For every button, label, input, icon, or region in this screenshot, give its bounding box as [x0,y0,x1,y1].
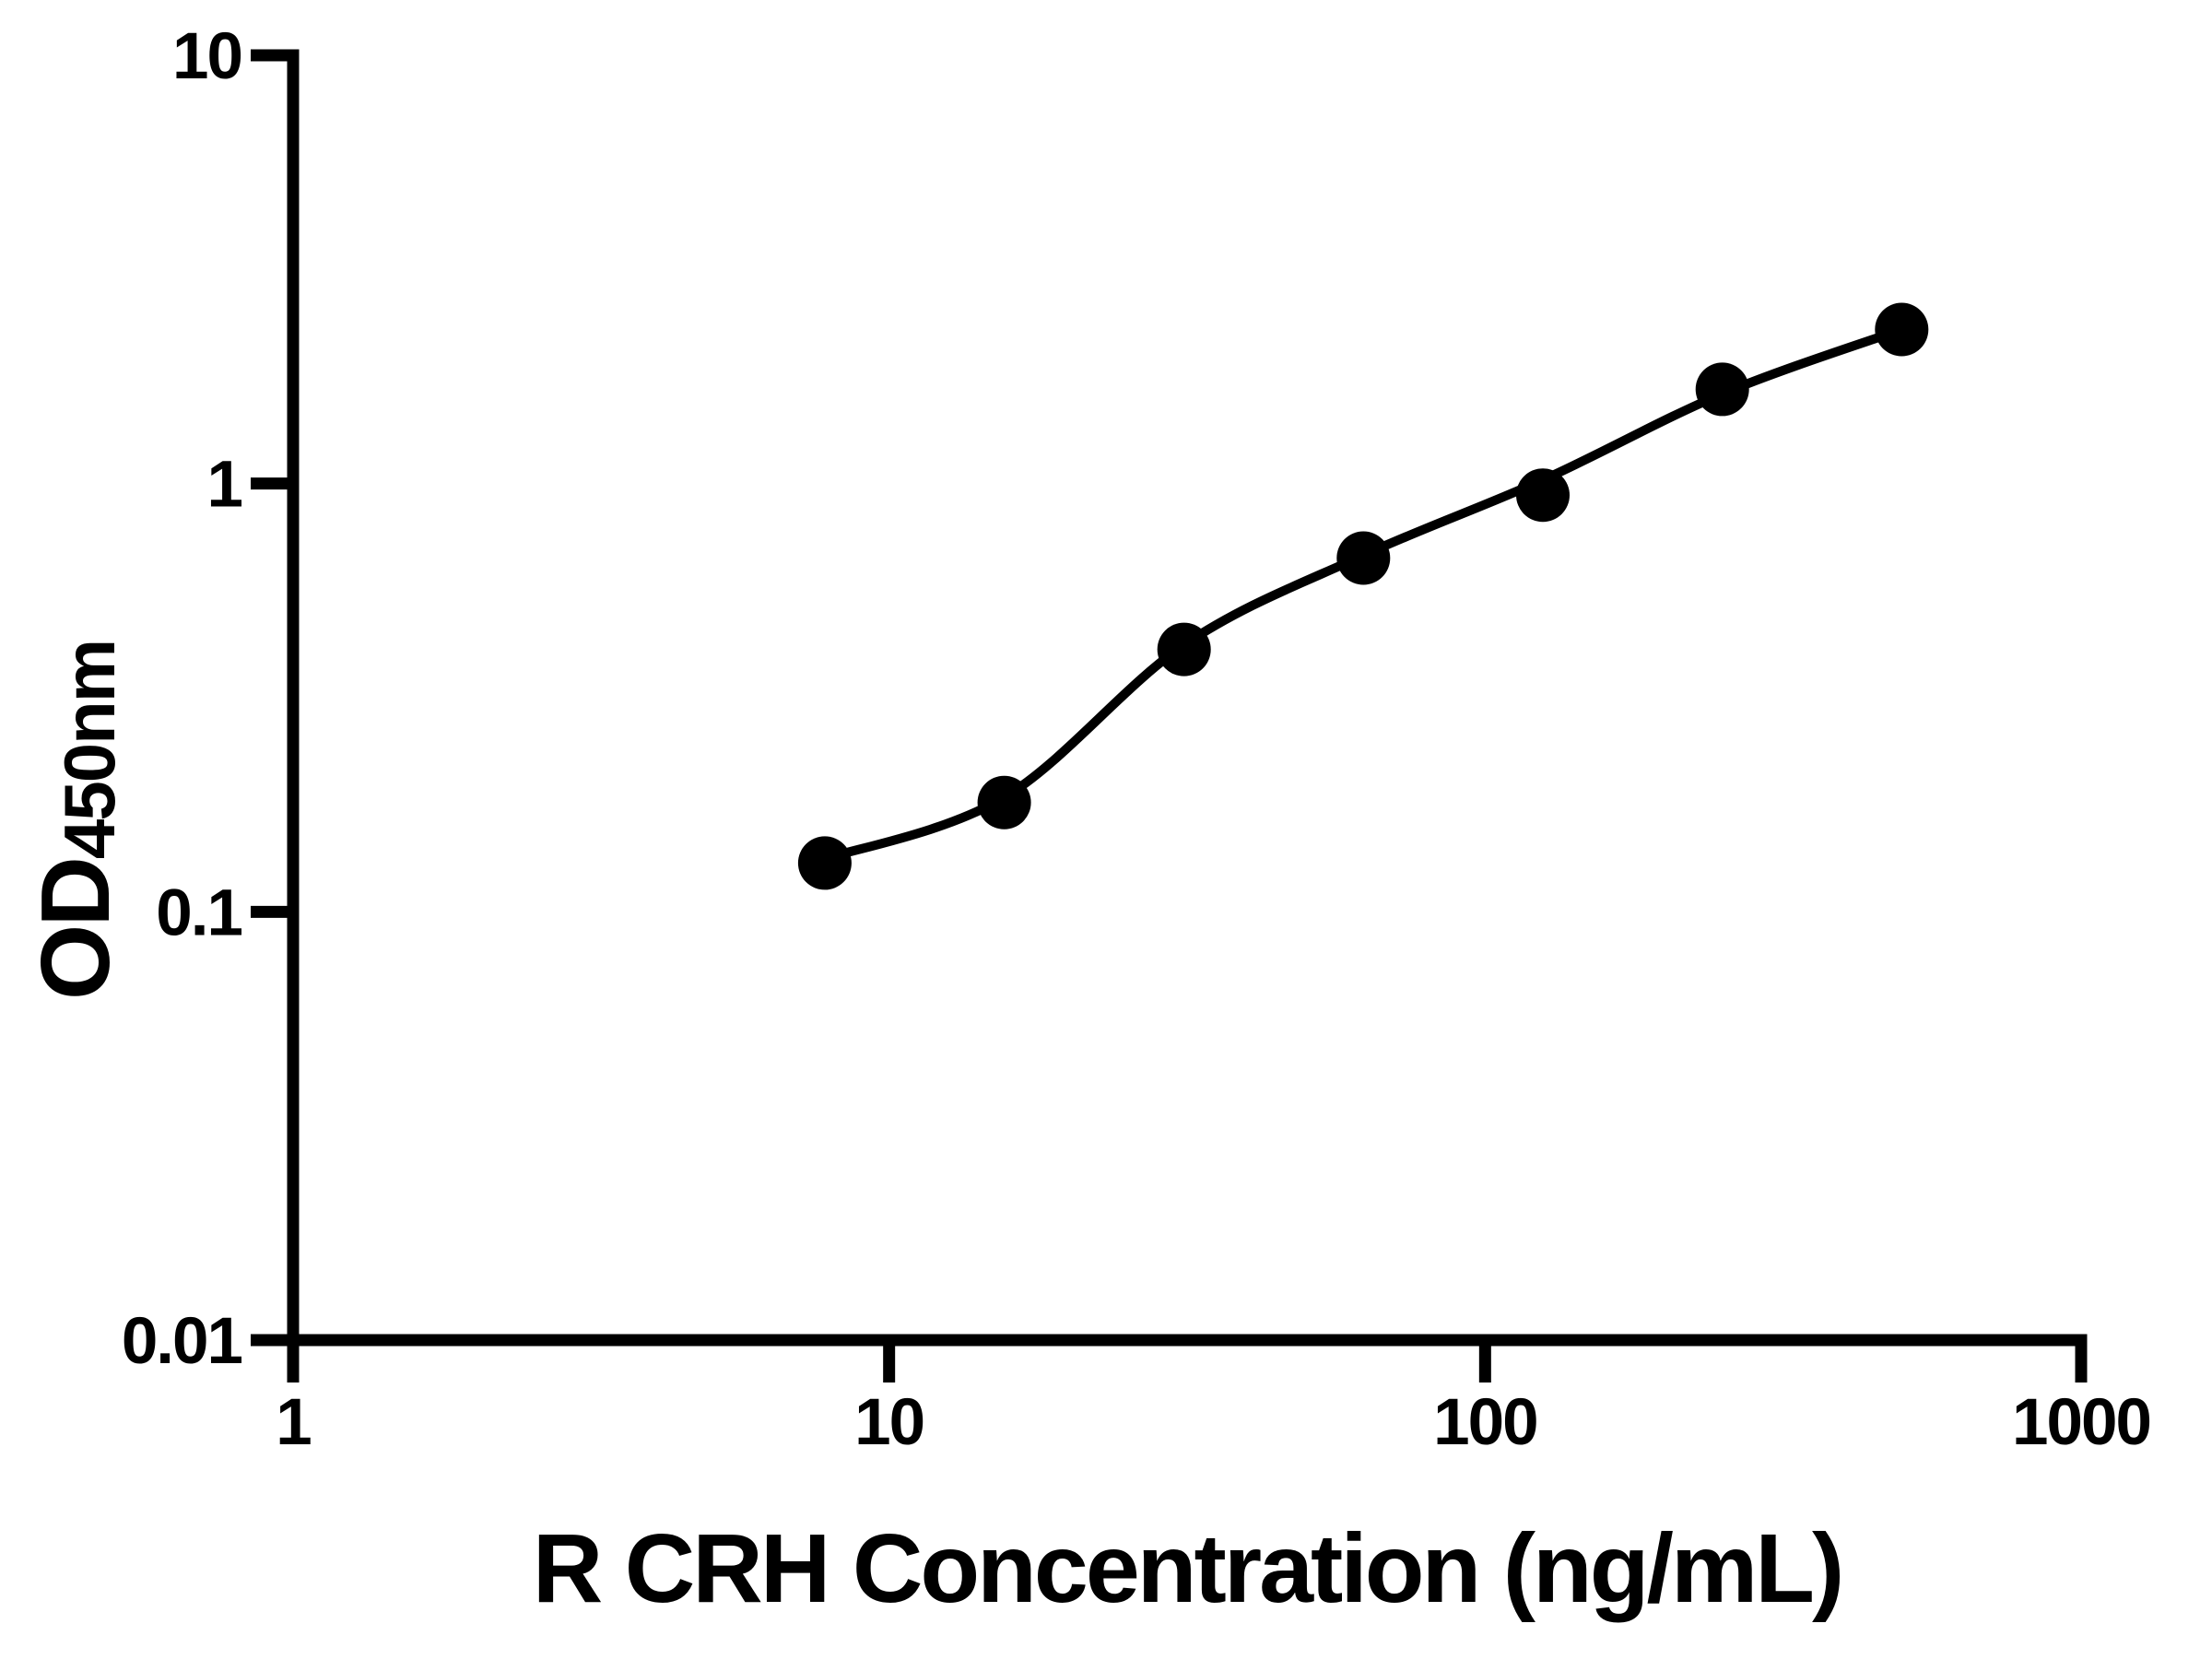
axes [251,49,2088,1382]
data-point [797,836,852,890]
x-axis-title: R CRH Concentration (ng/mL) [533,1514,1842,1623]
x-tick-label: 100 [1433,1386,1536,1459]
y-axis-title-subscript: 450nm [49,641,130,859]
data-point [1336,531,1391,585]
x-tick-label: 1 [276,1386,311,1459]
y-axis-title-main: OD [21,859,130,1000]
y-tick-label: 10 [172,20,241,93]
data-point-layer [797,302,1929,890]
x-tick-label: 1000 [2012,1386,2150,1459]
data-point [1695,362,1749,417]
y-axis-spine [251,49,300,1382]
data-point [1516,468,1570,523]
data-point [1875,302,1929,357]
x-axis-spine [251,1334,2088,1382]
y-tick-label: 0.01 [122,1305,242,1378]
y-tick-label: 1 [207,449,242,522]
y-tick-label: 0.1 [156,877,241,949]
y-axis-title: OD450nm [21,641,130,1000]
x-tick-label: 10 [854,1386,924,1459]
data-point [1157,622,1211,677]
data-point [977,775,1031,830]
tick-labels: 10 1 0.1 0.01 1 10 100 1000 [122,20,2152,1459]
